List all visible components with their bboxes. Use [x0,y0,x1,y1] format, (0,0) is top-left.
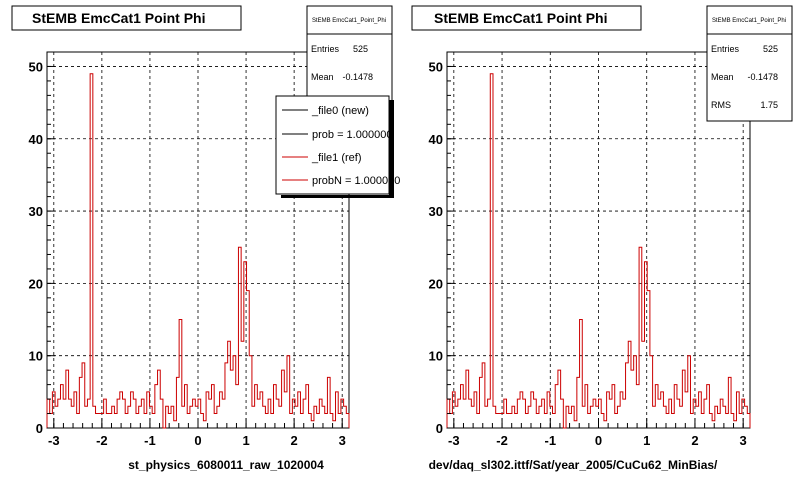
legend-entry-0-label: _file0 (new) [311,105,369,117]
right-y-tick-label: 30 [429,204,443,219]
right-title-box [411,5,642,31]
right-stats-entries-label: Entries [711,44,740,54]
left-x-tick-label: 3 [339,433,346,448]
legend-box: _file0 (new) prob = 1.000000 _file1 (ref… [275,95,400,198]
right-y-tick-label: 0 [436,421,443,436]
right-stats-name: StEMB EmcCat1_Point_Phi [712,18,786,24]
right-y-tick-label: 10 [429,349,443,364]
left-x-tick-label: -1 [144,433,156,448]
left-stats-entries-label: Entries [311,44,340,54]
right-x-tick-label: -1 [544,433,556,448]
legend-entry-1-label: prob = 1.000000 [312,129,392,141]
left-stats-mean-value: -0.1478 [342,72,373,82]
left-stats-name: StEMB EmcCat1_Point_Phi [312,18,386,24]
right-x-tick-label: -3 [448,433,460,448]
right-x-tick-label: 0 [595,433,602,448]
left-x-axis-label: st_physics_6080011_raw_1020004 [128,458,324,472]
left-y-ticks: 0 10 20 30 40 50 [29,51,55,436]
right-stats-rms-value: 1.75 [760,100,778,110]
left-y-tick-label: 50 [29,59,43,74]
right-stats-box: StEMB EmcCat1_Point_Phi Entries 525 Mean… [706,5,793,122]
right-stats-mean-label: Mean [711,72,734,82]
right-stats-mean-value: -0.1478 [747,72,778,82]
right-y-tick-label: 50 [429,59,443,74]
left-y-tick-label: 40 [29,132,43,147]
left-title-box [11,5,242,31]
right-y-ticks: 0 10 20 30 40 50 [429,51,455,436]
right-histogram-ref [446,73,751,429]
right-x-tick-label: 3 [740,433,747,448]
left-y-tick-label: 30 [29,204,43,219]
right-y-tick-label: 40 [429,132,443,147]
left-y-tick-label: 20 [29,276,43,291]
left-x-ticks: -3 -2 -1 0 1 2 3 [48,418,346,448]
right-x-ticks: -3 -2 -1 0 1 2 3 [448,418,747,448]
right-x-tick-label: 1 [643,433,650,448]
right-x-axis-label: dev/daq_sl302.ittf/Sat/year_2005/CuCu62_… [429,458,718,472]
left-stats-mean-label: Mean [311,72,334,82]
legend-entry-2-label: _file1 (ref) [311,152,362,164]
left-x-tick-label: 1 [242,433,249,448]
left-stats-entries-value: 525 [353,44,368,54]
left-x-tick-label: -3 [48,433,60,448]
left-x-tick-label: 0 [194,433,201,448]
right-stats-rms-label: RMS [711,100,731,110]
right-title: StEMB EmcCat1 Point Phi [434,10,607,26]
left-x-tick-label: -2 [96,433,108,448]
left-y-tick-label: 0 [36,421,43,436]
right-x-tick-label: -2 [496,433,508,448]
left-y-tick-label: 10 [29,349,43,364]
right-stats-entries-value: 525 [763,44,778,54]
left-histogram-ref [46,73,350,429]
left-title: StEMB EmcCat1 Point Phi [32,10,205,26]
legend-entry-3-label: probN = 1.000000 [312,175,400,187]
right-x-tick-label: 2 [691,433,698,448]
right-y-tick-label: 20 [429,276,443,291]
left-x-tick-label: 2 [291,433,298,448]
